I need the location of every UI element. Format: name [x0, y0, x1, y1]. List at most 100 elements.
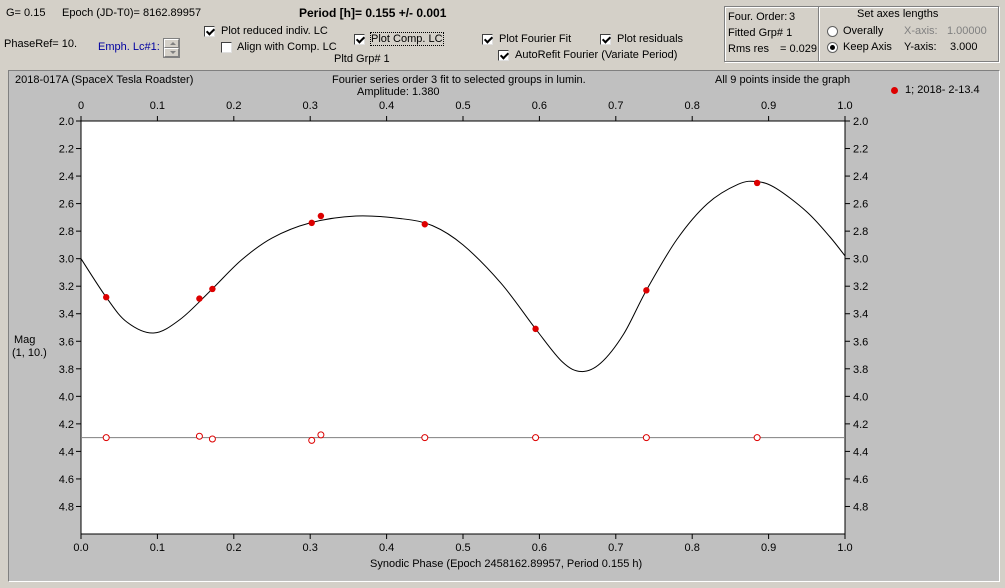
y-axis-label: Y-axis:	[904, 41, 937, 53]
y-tick-label-right: 2.8	[853, 226, 868, 238]
x-tick-label-top: 0.5	[455, 100, 470, 112]
fitted-grp-label: Fitted Grp# 1	[728, 27, 793, 39]
plot-reduced-label[interactable]: Plot reduced indiv. LC	[221, 25, 328, 37]
keep-axis-label[interactable]: Keep Axis	[843, 41, 892, 53]
plot-residuals-label[interactable]: Plot residuals	[617, 33, 684, 45]
spin-down-button[interactable]	[164, 48, 179, 57]
data-point	[196, 295, 203, 302]
x-tick-label: 0.9	[761, 542, 776, 554]
y-axis-title: Mag	[14, 334, 36, 346]
residual-point	[102, 434, 110, 442]
align-comp-checkbox[interactable]	[221, 42, 232, 53]
x-tick-label: 0.4	[379, 542, 394, 554]
autorefit-checkbox[interactable]	[498, 50, 509, 61]
data-point	[532, 325, 539, 333]
x-tick-label: 0.5	[455, 542, 470, 554]
y-tick-label-right: 4.6	[853, 474, 868, 486]
period-value: Period [h]= 0.155 +/- 0.001	[299, 6, 447, 20]
y-tick-label-right: 3.8	[853, 364, 868, 376]
data-point	[308, 219, 315, 227]
y-tick-label-right: 2.6	[853, 199, 868, 211]
phaseref-value: PhaseRef= 10.	[4, 38, 78, 50]
residual-point	[308, 436, 316, 444]
data-point	[753, 179, 761, 187]
x-tick-label-top: 0.9	[761, 100, 776, 112]
y-tick-label: 4.4	[59, 446, 74, 458]
axes-box-title: Set axes lengths	[857, 8, 939, 20]
y-tick-label-right: 4.2	[853, 419, 868, 431]
y-tick-label: 3.2	[59, 281, 74, 293]
fourier-fit-curve	[80, 180, 846, 373]
x-tick-label-top: 1.0	[837, 100, 852, 112]
residual-point	[195, 432, 203, 440]
plot-reduced-checkbox[interactable]	[204, 26, 215, 37]
y-tick-label: 2.6	[59, 199, 74, 211]
legend-label: 1; 2018- 2-13.4	[905, 84, 980, 96]
x-axis-label: X-axis:	[904, 25, 938, 37]
fit-description: Fourier series order 3 fit to selected g…	[332, 74, 586, 86]
x-tick-label-top: 0.4	[379, 100, 394, 112]
y-tick-label: 2.8	[59, 226, 74, 238]
residual-point	[421, 434, 429, 442]
data-point	[643, 287, 650, 294]
pltd-grp-label: Pltd Grp# 1	[334, 53, 390, 65]
arrow-up-icon	[170, 42, 176, 45]
object-name: 2018-017A (SpaceX Tesla Roadster)	[15, 74, 194, 86]
plot-comp-label[interactable]: Plot Comp. LC	[370, 32, 444, 46]
residual-point	[532, 434, 540, 442]
y-tick-label: 2.0	[59, 116, 74, 128]
y-axis-subtitle: (1, 10.)	[12, 347, 47, 359]
spin-up-button[interactable]	[164, 39, 179, 48]
x-tick-label: 0.8	[685, 542, 700, 554]
x-tick-label: 0.3	[303, 542, 318, 554]
plot-fourier-checkbox[interactable]	[482, 34, 493, 45]
x-tick-label: 1.0	[837, 542, 852, 554]
data-point	[103, 294, 110, 301]
y-tick-label-right: 2.4	[853, 171, 868, 183]
emph-lc-spinner[interactable]	[163, 38, 180, 58]
y-tick-label: 3.6	[59, 336, 74, 348]
x-axis-value[interactable]: 1.00000	[947, 25, 987, 37]
y-tick-label: 3.0	[59, 254, 74, 266]
align-comp-label[interactable]: Align with Comp. LC	[237, 41, 337, 53]
y-tick-label: 4.2	[59, 419, 74, 431]
rms-value: = 0.029	[780, 43, 818, 55]
plot-area	[80, 120, 846, 535]
y-tick-label-right: 4.8	[853, 501, 868, 513]
keep-axis-radio[interactable]	[827, 42, 838, 53]
x-axis-title: Synodic Phase (Epoch 2458162.89957, Peri…	[370, 558, 643, 570]
x-tick-label: 0.7	[608, 542, 623, 554]
y-tick-label-right: 3.6	[853, 336, 868, 348]
emph-lc-label[interactable]: Emph. Lc#1:	[98, 41, 160, 53]
overally-label[interactable]: Overally	[843, 25, 884, 37]
x-tick-label-top: 0.8	[685, 100, 700, 112]
arrow-down-icon	[170, 51, 176, 54]
x-tick-label-top: 0	[78, 100, 84, 112]
x-tick-label-top: 0.3	[303, 100, 318, 112]
residual-point	[642, 434, 650, 442]
y-tick-label-right: 3.0	[853, 254, 868, 266]
points-note: All 9 points inside the graph	[715, 74, 851, 86]
epoch-value: Epoch (JD-T0)= 8162.89957	[62, 7, 202, 19]
y-tick-label-right: 3.2	[853, 281, 868, 293]
overally-radio[interactable]	[827, 26, 838, 37]
data-point	[209, 285, 216, 293]
x-tick-label: 0.2	[226, 542, 241, 554]
y-tick-label: 4.6	[59, 474, 74, 486]
y-tick-label-right: 3.4	[853, 309, 868, 321]
y-axis-value[interactable]: 3.000	[950, 41, 978, 53]
x-tick-label-top: 0.1	[150, 100, 165, 112]
amplitude-value: Amplitude: 1.380	[357, 86, 440, 98]
data-point	[421, 221, 428, 228]
residual-point	[317, 431, 325, 439]
plot-comp-checkbox[interactable]	[354, 34, 365, 45]
x-tick-label-top: 0.7	[608, 100, 623, 112]
legend-marker	[891, 87, 898, 94]
y-tick-label-right: 2.0	[853, 116, 868, 128]
y-tick-label: 4.8	[59, 501, 74, 513]
plot-residuals-checkbox[interactable]	[600, 34, 611, 45]
autorefit-label[interactable]: AutoRefit Fourier (Variate Period)	[515, 49, 678, 61]
rms-label: Rms res	[728, 43, 769, 55]
plot-fourier-label[interactable]: Plot Fourier Fit	[499, 33, 572, 45]
axes-settings-box	[818, 6, 999, 62]
